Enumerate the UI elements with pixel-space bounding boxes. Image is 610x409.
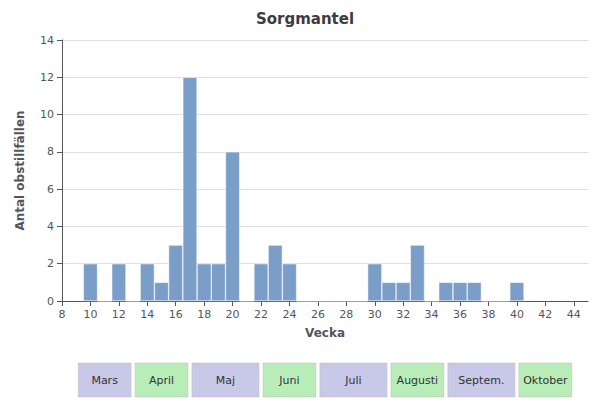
svg-text:30: 30: [368, 308, 382, 321]
svg-text:28: 28: [339, 308, 353, 321]
svg-text:16: 16: [169, 308, 183, 321]
svg-text:24: 24: [282, 308, 296, 321]
svg-text:Augusti: Augusti: [397, 374, 439, 387]
svg-text:32: 32: [396, 308, 410, 321]
svg-text:Antal obstillfällen: Antal obstillfällen: [13, 110, 27, 230]
svg-text:40: 40: [510, 308, 524, 321]
svg-text:Vecka: Vecka: [305, 326, 345, 340]
svg-text:8: 8: [47, 145, 54, 158]
svg-text:Mars: Mars: [91, 374, 118, 387]
svg-text:Juni: Juni: [278, 374, 299, 387]
svg-text:4: 4: [47, 220, 54, 233]
svg-text:22: 22: [254, 308, 268, 321]
svg-text:36: 36: [453, 308, 467, 321]
svg-text:26: 26: [311, 308, 325, 321]
svg-text:Juli: Juli: [344, 374, 361, 387]
svg-text:Maj: Maj: [216, 374, 235, 387]
svg-text:12: 12: [40, 71, 54, 84]
svg-text:April: April: [149, 374, 174, 387]
svg-text:44: 44: [567, 308, 581, 321]
svg-text:Septem.: Septem.: [458, 374, 504, 387]
svg-text:14: 14: [140, 308, 154, 321]
svg-text:10: 10: [83, 308, 97, 321]
svg-text:18: 18: [197, 308, 211, 321]
svg-text:34: 34: [425, 308, 439, 321]
svg-text:0: 0: [47, 295, 54, 308]
svg-text:Oktober: Oktober: [523, 374, 568, 387]
svg-text:42: 42: [538, 308, 552, 321]
svg-text:14: 14: [40, 34, 54, 47]
svg-text:12: 12: [112, 308, 126, 321]
svg-text:10: 10: [40, 108, 54, 121]
svg-text:6: 6: [47, 183, 54, 196]
svg-text:38: 38: [481, 308, 495, 321]
svg-text:8: 8: [59, 308, 66, 321]
svg-text:2: 2: [47, 257, 54, 270]
svg-text:Sorgmantel: Sorgmantel: [256, 10, 354, 28]
svg-text:20: 20: [226, 308, 240, 321]
